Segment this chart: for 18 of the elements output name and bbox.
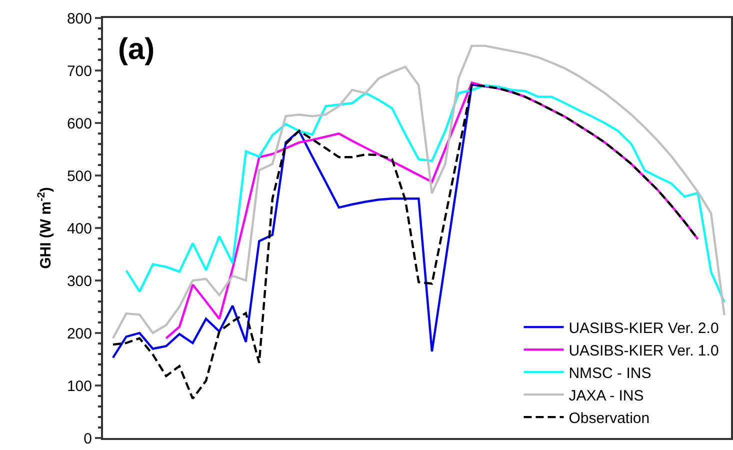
line-series	[112, 84, 699, 400]
y-tick-label: 600	[66, 115, 92, 132]
y-tick-label: 800	[66, 10, 92, 28]
y-tick-label: 0	[84, 430, 92, 448]
y-tick-label: 500	[66, 168, 92, 185]
legend-label: NMSC - INS	[568, 364, 652, 382]
y-tick-label: 700	[66, 62, 92, 80]
legend-label: UASIBS-KIER Ver. 1.0	[568, 342, 719, 360]
legend-label: JAXA - INS	[568, 387, 644, 404]
legend-label: UASIBS-KIER Ver. 2.0	[568, 320, 719, 337]
y-tick-label: 300	[66, 272, 92, 290]
annotation: (a)	[118, 33, 155, 66]
line-series	[165, 81, 699, 340]
line-series	[125, 84, 726, 304]
y-tick-label: 100	[66, 378, 92, 395]
legend-label: Observation	[568, 410, 650, 427]
y-tick-label: 200	[66, 325, 92, 342]
y-tick-label: 400	[66, 220, 92, 238]
